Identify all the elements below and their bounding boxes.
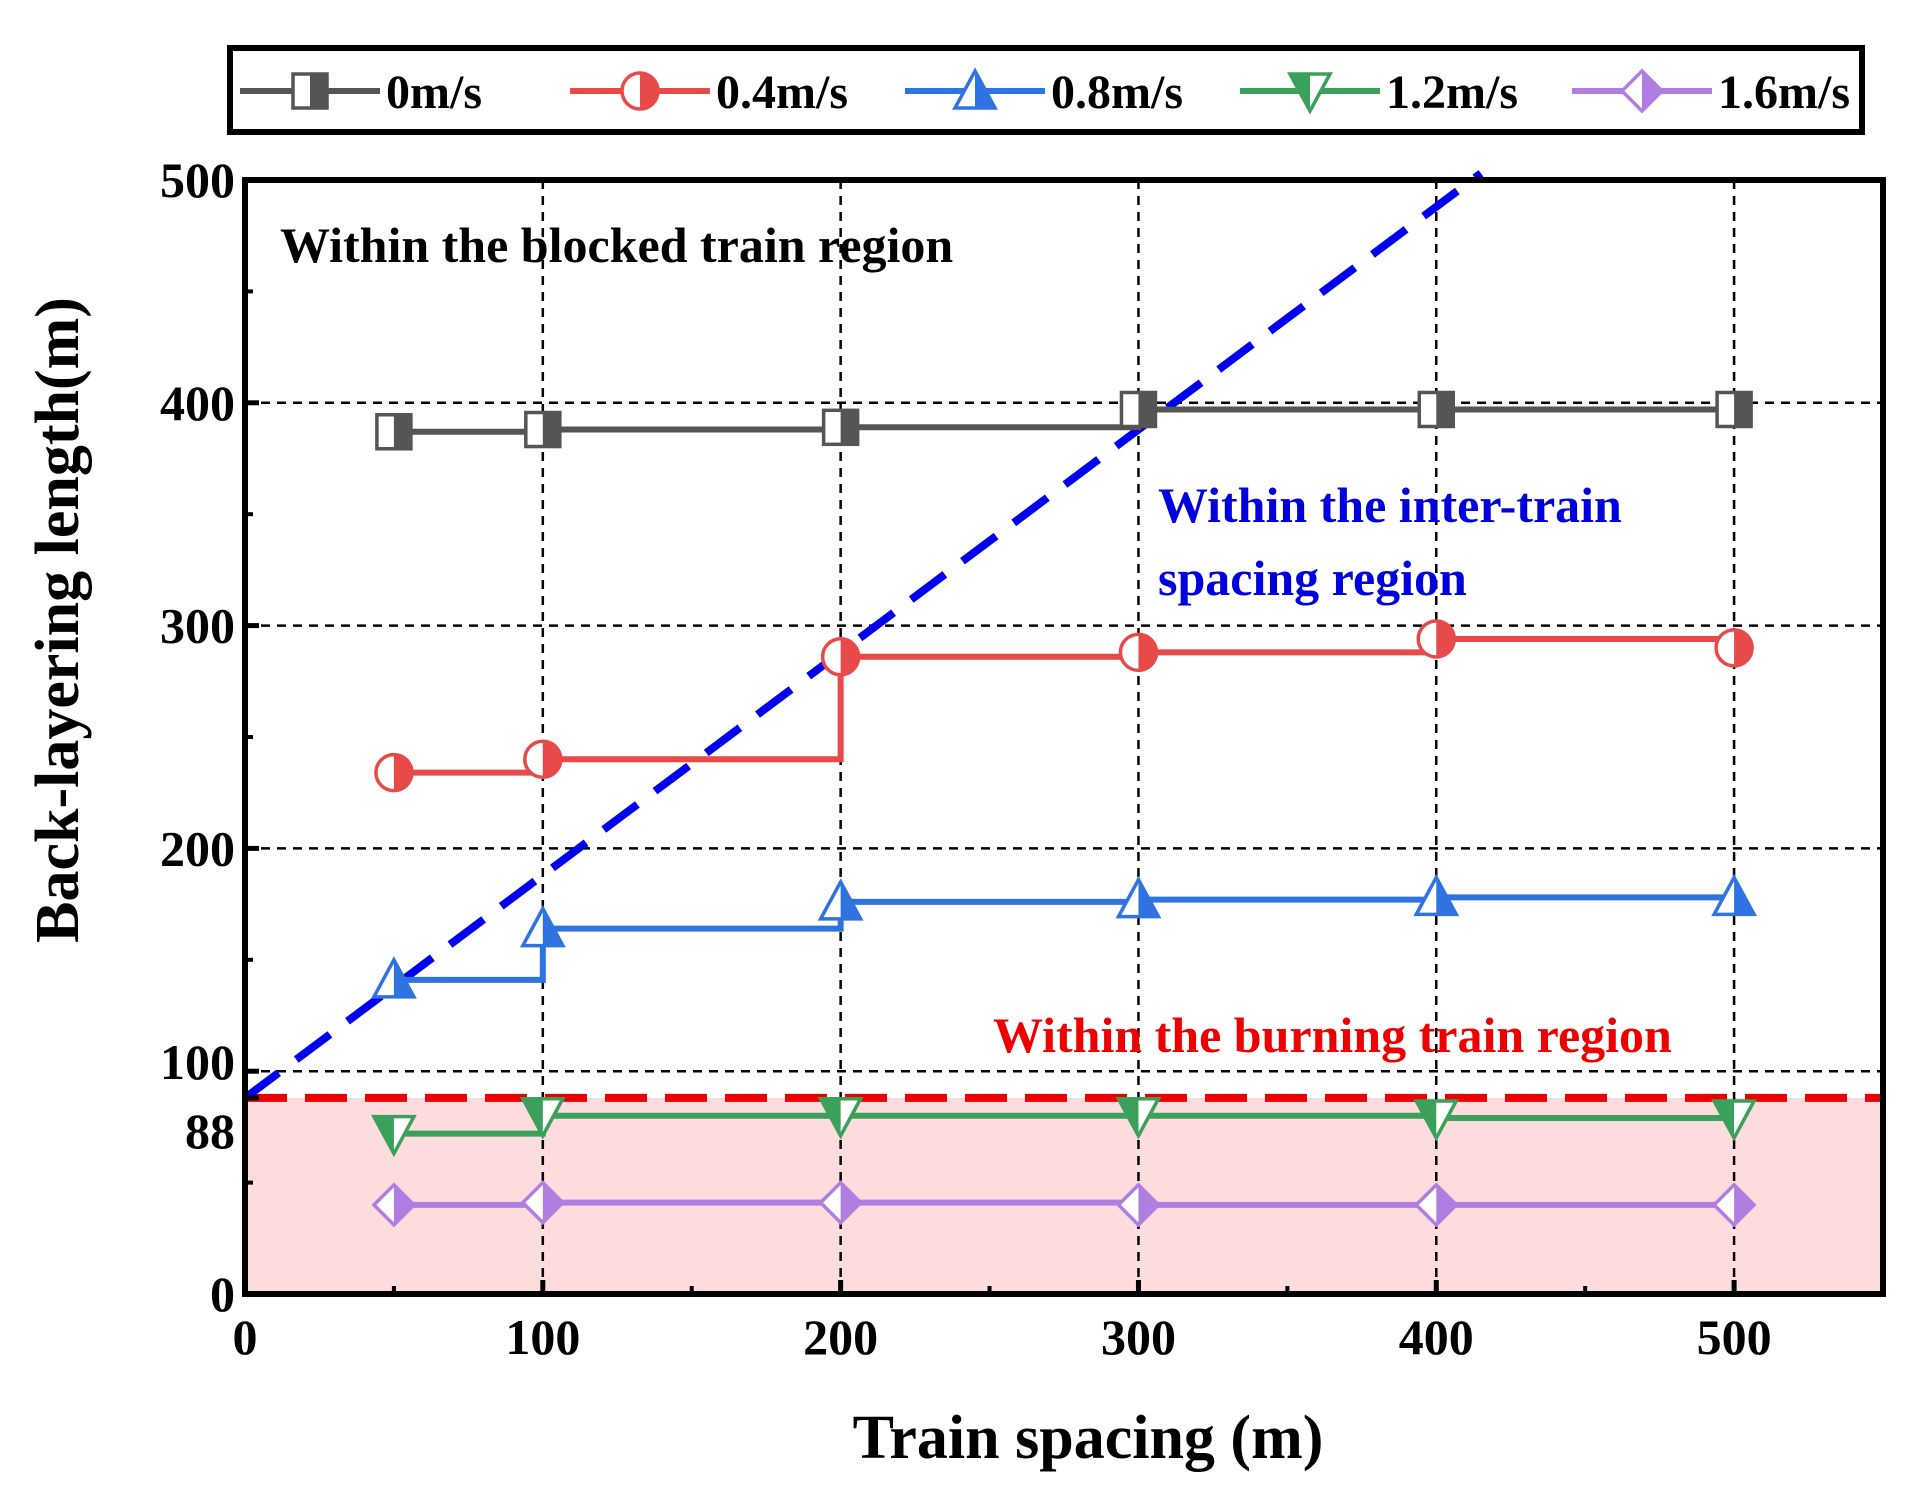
data-point [370, 1114, 417, 1158]
legend-item: 1.6m/s [1572, 66, 1850, 119]
annotation-inter-train-line1: Within the inter-train [1158, 477, 1622, 533]
inter-train-boundary-line [242, 170, 1484, 1102]
data-point [370, 956, 417, 999]
burning-region-shade [245, 1097, 1883, 1294]
legend-marker [1619, 68, 1665, 114]
data-point [1711, 1099, 1758, 1142]
data-point [1119, 390, 1158, 429]
series-line-1 [393, 635, 1738, 776]
legend-label: 1.2m/s [1386, 66, 1518, 119]
data-point [817, 878, 864, 921]
x-tick-label: 400 [1399, 1309, 1474, 1365]
data-point [818, 1180, 864, 1226]
y-tick-label: 300 [160, 598, 235, 654]
annotation-inter-train-line2: spacing region [1158, 550, 1467, 606]
data-point [519, 904, 566, 948]
y-tick-label: 400 [160, 375, 235, 431]
x-tick-label: 300 [1101, 1309, 1176, 1365]
legend-item: 1.2m/s [1240, 66, 1518, 119]
data-point [1417, 390, 1456, 429]
y-tick-label: 88 [185, 1103, 235, 1159]
legend-marker [1287, 72, 1333, 115]
data-point [1115, 1097, 1162, 1140]
x-tick-label: 0 [233, 1309, 258, 1365]
y-tick-label: 0 [210, 1266, 235, 1322]
legend-marker [952, 67, 998, 110]
data-point [524, 410, 562, 449]
y-tick-label: 100 [160, 1034, 235, 1090]
data-point [1416, 619, 1457, 659]
series-line-2 [393, 894, 1735, 983]
legend-item: 0m/s [240, 66, 482, 119]
data-point [374, 752, 414, 793]
data-point [1711, 1182, 1757, 1228]
data-point [1115, 1182, 1161, 1228]
legend-label: 1.6m/s [1718, 66, 1850, 119]
legend-item: 0.8m/s [905, 66, 1183, 119]
data-point [821, 408, 860, 447]
data-point [523, 739, 563, 780]
x-tick-label: 100 [505, 1309, 580, 1365]
data-point [1413, 1099, 1460, 1142]
y-tick-label: 500 [160, 152, 235, 208]
legend: 0m/s 0.4m/s 0.8m/s 1.2m/s 1.6m/s [240, 66, 1850, 119]
tick-labels: 0 100 200 300 400 500 0 88 100 200 300 400 500 [160, 152, 1772, 1365]
legend-label: 0.8m/s [1051, 66, 1183, 119]
data-point [1413, 873, 1460, 917]
legend-item: 0.4m/s [570, 66, 848, 119]
data-point [1118, 632, 1159, 673]
x-tick-label: 500 [1697, 1309, 1772, 1365]
x-tick-label: 200 [803, 1309, 878, 1365]
annotation-burning-region: Within the burning train region [993, 1007, 1672, 1063]
y-axis-label: Back-layering length(m) [24, 297, 92, 943]
data-point [519, 1097, 566, 1140]
legend-label: 0m/s [386, 66, 482, 119]
series-line-4 [393, 1199, 1735, 1208]
annotation-blocked-region: Within the blocked train region [280, 217, 953, 273]
data-point [375, 413, 413, 451]
data-point [371, 1182, 417, 1228]
series-line-0 [393, 406, 1735, 435]
data-point [820, 637, 861, 677]
data-point [1115, 875, 1162, 919]
series-group [370, 390, 1758, 1228]
data-point [1715, 390, 1753, 429]
data-point [1711, 873, 1758, 917]
legend-label: 0.4m/s [716, 66, 848, 119]
x-axis-label: Train spacing (m) [853, 1404, 1324, 1472]
data-point [520, 1180, 566, 1226]
y-tick-label: 200 [160, 820, 235, 876]
data-point [1714, 628, 1754, 668]
data-point [817, 1097, 864, 1140]
data-point [1413, 1182, 1459, 1228]
legend-marker [291, 72, 329, 110]
tick-marks [242, 177, 1885, 1297]
legend-marker [620, 71, 660, 111]
